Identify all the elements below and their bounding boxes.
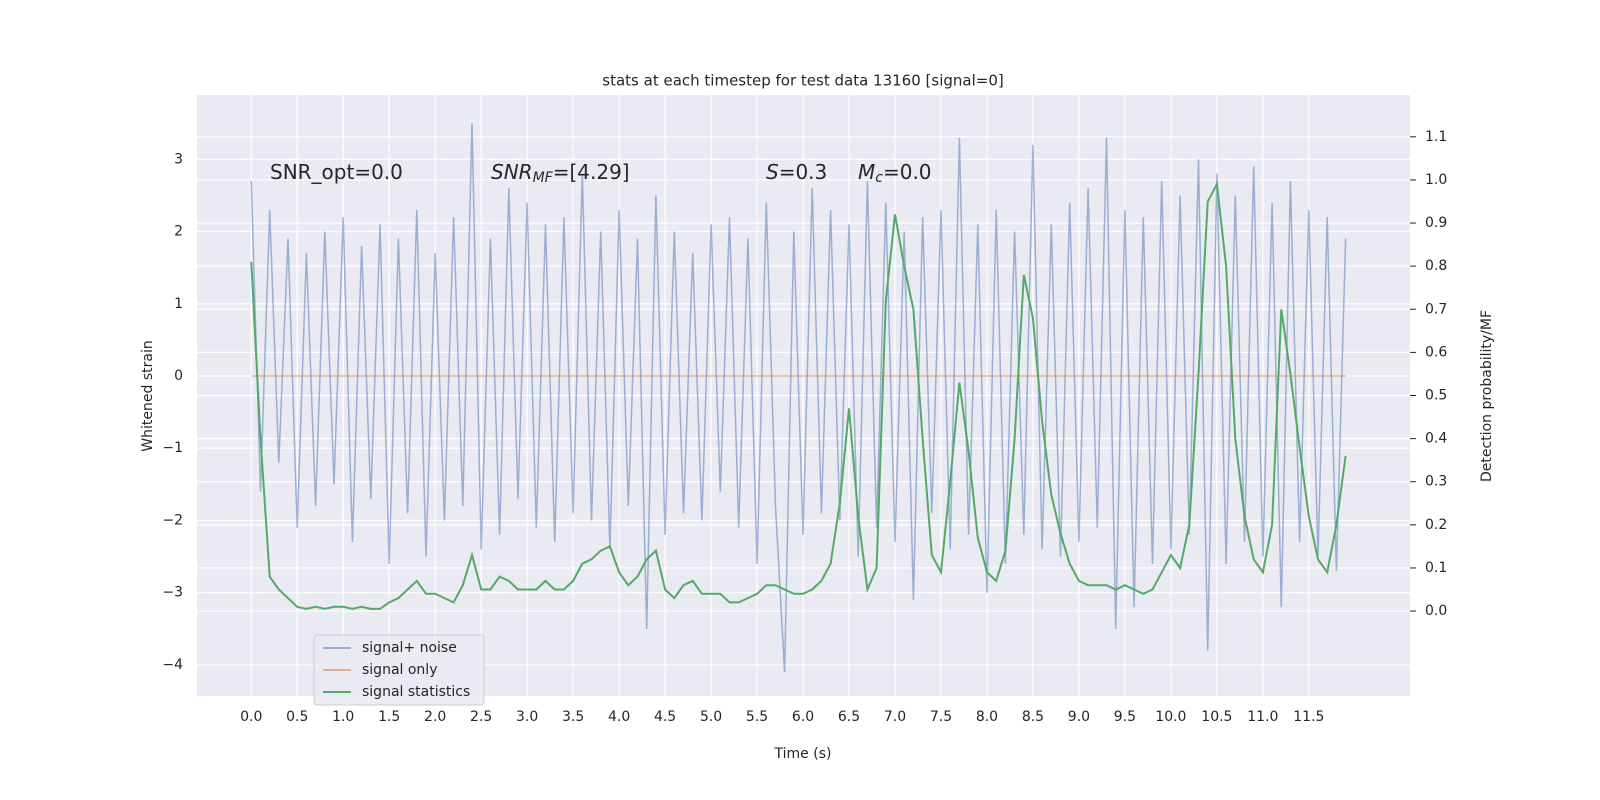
x-tick-label: 3.0: [516, 709, 538, 725]
annotation-subscript: MF: [533, 170, 554, 186]
y-axis-label: Whitened strain: [140, 340, 156, 451]
x-tick-label: 1.0: [332, 709, 354, 725]
x-tick-label: 7.0: [884, 709, 906, 725]
annotation-symbol: SNR: [491, 160, 533, 184]
y-tick-label: 1: [174, 296, 183, 312]
series-line: [250, 123, 1347, 673]
y2-tick-label: 0.7: [1425, 301, 1447, 317]
x-tick-label: 3.5: [562, 709, 584, 725]
x-tick-label: 8.5: [1022, 709, 1044, 725]
x-tick-label: 6.5: [838, 709, 860, 725]
y-tick-label: 3: [174, 151, 183, 167]
legend-label: signal statistics: [362, 684, 470, 700]
x-tick-label: 2.0: [424, 709, 446, 725]
y2-tick-label: 0.8: [1425, 258, 1447, 274]
x-tick-label: 10.0: [1155, 709, 1186, 725]
x-tick-label: 7.5: [930, 709, 952, 725]
x-axis-label: Time (s): [774, 746, 832, 762]
y2-tick-label: 0.3: [1425, 474, 1447, 490]
y2-axis-label: Detection probability/MF: [1479, 310, 1495, 482]
y2-tick-label: 0.9: [1425, 215, 1447, 231]
annotation-text: SNR_opt=0.0: [270, 160, 403, 184]
x-tick-label: 2.5: [470, 709, 492, 725]
chart-title: stats at each timestep for test data 131…: [602, 72, 1003, 90]
y-tick-label: −3: [162, 585, 183, 601]
y-tick-label: 2: [174, 224, 183, 240]
annotation-text: =0.3: [779, 160, 828, 184]
annotation: SNRMF=[4.29]: [491, 160, 630, 187]
x-tick-label: 10.5: [1201, 709, 1232, 725]
x-tick-label: 0.0: [240, 709, 262, 725]
y-tick-label: −4: [162, 657, 183, 673]
y-tick-label: 0: [174, 368, 183, 384]
x-tick-label: 0.5: [286, 709, 308, 725]
legend-label: signal only: [362, 662, 437, 678]
x-tick-label: 11.5: [1293, 709, 1324, 725]
y2-tick-label: 0.4: [1425, 431, 1447, 447]
x-tick-label: 9.5: [1114, 709, 1136, 725]
y-tick-label: −1: [162, 440, 183, 456]
y2-tick-label: 0.6: [1425, 344, 1447, 360]
x-tick-label: 6.0: [792, 709, 814, 725]
legend-label: signal+ noise: [362, 640, 457, 656]
annotation-symbol: M: [858, 160, 875, 184]
series-line: [250, 180, 1347, 610]
y-tick-label: −2: [162, 512, 183, 528]
annotation: Mc=0.0: [858, 160, 932, 187]
x-tick-label: 5.5: [746, 709, 768, 725]
annotation-symbol: S: [766, 160, 779, 184]
annotation-text: =[4.29]: [553, 160, 630, 184]
y2-tick-label: 0.0: [1425, 603, 1447, 619]
x-tick-label: 1.5: [378, 709, 400, 725]
x-tick-label: 4.0: [608, 709, 630, 725]
legend-box: [313, 634, 485, 706]
y2-tick-label: 0.5: [1425, 388, 1447, 404]
y2-tick-label: 1.0: [1425, 172, 1447, 188]
x-tick-label: 9.0: [1068, 709, 1090, 725]
x-tick-label: 11.0: [1247, 709, 1278, 725]
x-tick-label: 8.0: [976, 709, 998, 725]
annotation: SNR_opt=0.0: [270, 160, 403, 184]
x-tick-label: 4.5: [654, 709, 676, 725]
annotation-subscript: c: [875, 170, 883, 186]
y2-tick-label: 0.2: [1425, 517, 1447, 533]
y2-tick-label: 0.1: [1425, 560, 1447, 576]
y2-tick-label: 1.1: [1425, 129, 1447, 145]
x-tick-label: 5.0: [700, 709, 722, 725]
annotation-text: =0.0: [883, 160, 932, 184]
annotation: S=0.3: [766, 160, 827, 184]
